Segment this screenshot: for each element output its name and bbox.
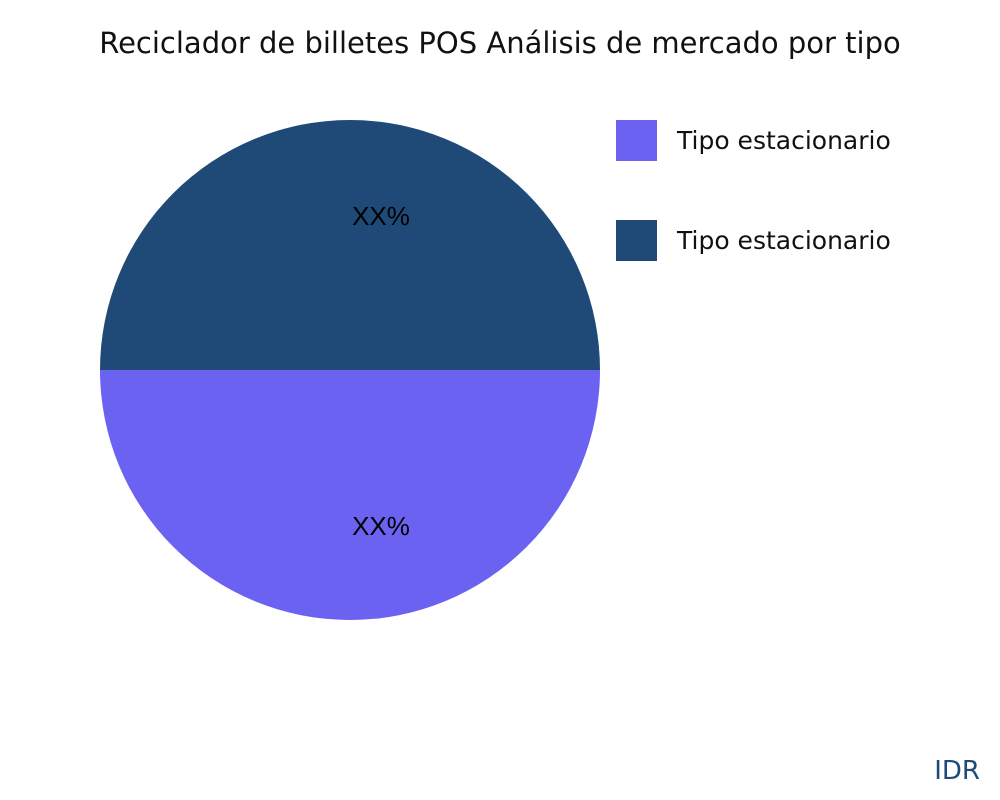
- slice-label: XX%: [352, 201, 410, 231]
- chart-title: Reciclador de billetes POS Análisis de m…: [99, 26, 901, 60]
- legend-label: Tipo estacionario: [677, 225, 891, 255]
- legend-label: Tipo estacionario: [677, 125, 891, 155]
- legend-item: Tipo estacionario: [616, 219, 891, 261]
- legend: Tipo estacionario Tipo estacionario: [616, 119, 891, 320]
- legend-swatch: [616, 119, 657, 161]
- watermark-logo: IDR: [934, 756, 980, 786]
- legend-item: Tipo estacionario: [616, 119, 891, 161]
- pie-slice: [100, 120, 600, 370]
- legend-swatch: [616, 219, 657, 261]
- pie-slice: [100, 370, 600, 620]
- slice-label: XX%: [352, 511, 410, 541]
